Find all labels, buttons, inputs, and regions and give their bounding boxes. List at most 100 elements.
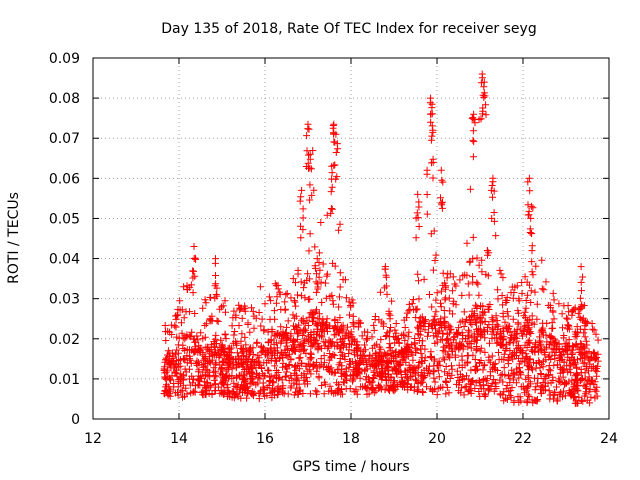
data-point (464, 358, 472, 366)
data-point (455, 387, 463, 395)
data-point (594, 350, 602, 358)
data-point (574, 329, 581, 337)
data-point (461, 383, 469, 391)
data-point (174, 383, 182, 391)
data-point (236, 372, 244, 380)
peak-point (428, 110, 436, 118)
data-point (337, 390, 345, 398)
data-point (219, 302, 227, 310)
data-point (442, 378, 450, 385)
data-point (410, 306, 418, 314)
data-point (382, 377, 390, 384)
data-point (237, 337, 245, 345)
data-point (346, 357, 353, 365)
data-point (474, 313, 482, 321)
data-point (249, 364, 257, 372)
data-point (461, 271, 469, 279)
data-point (279, 389, 287, 397)
data-point (404, 333, 412, 341)
data-point (268, 327, 276, 335)
data-point (210, 364, 218, 372)
data-point (430, 367, 438, 375)
data-point (495, 356, 503, 364)
data-point (573, 363, 581, 371)
data-point (503, 395, 511, 403)
data-point (522, 314, 529, 322)
data-point (314, 345, 322, 353)
data-point (433, 391, 441, 399)
data-point (201, 322, 209, 329)
data-point (252, 357, 260, 365)
data-point (222, 335, 230, 343)
data-point (400, 353, 407, 361)
data-point (388, 351, 396, 359)
data-point (263, 392, 271, 399)
data-point (164, 327, 172, 335)
data-point (509, 371, 517, 379)
data-point (466, 185, 474, 193)
data-point (427, 385, 435, 393)
data-point (201, 333, 209, 341)
data-point (524, 360, 532, 368)
data-point (249, 391, 257, 398)
data-point (473, 254, 481, 262)
data-point (301, 380, 309, 388)
data-point (173, 346, 181, 354)
peak-point (304, 120, 312, 128)
data-point (521, 358, 529, 366)
peak-point (190, 243, 198, 250)
data-point (537, 371, 545, 378)
peak-point (524, 178, 532, 186)
data-point (535, 357, 543, 365)
peak-point (438, 201, 446, 209)
data-point (271, 391, 279, 399)
data-point (257, 322, 265, 330)
data-point (294, 391, 302, 398)
data-point (512, 379, 520, 387)
data-point (522, 297, 530, 304)
data-point (293, 335, 301, 343)
data-point (206, 359, 214, 367)
data-point (328, 388, 336, 396)
data-point (174, 360, 182, 368)
data-point (211, 387, 219, 395)
peak-point (381, 284, 389, 292)
data-point (349, 377, 356, 385)
data-point (372, 355, 380, 363)
data-point (292, 279, 299, 287)
data-point (244, 319, 252, 327)
peak-point (429, 174, 437, 182)
data-point (317, 361, 325, 369)
data-point (302, 362, 310, 370)
data-point (187, 333, 195, 341)
data-point (481, 318, 489, 326)
data-point (233, 349, 241, 357)
data-point (179, 393, 186, 401)
y-tick-label: 0.01 (49, 372, 80, 388)
data-point (544, 301, 552, 309)
data-point (538, 256, 546, 264)
data-point (417, 358, 425, 365)
peak-point (382, 271, 390, 279)
peak-point (297, 234, 305, 242)
data-point (385, 307, 393, 315)
data-point (210, 338, 218, 345)
peak-point (299, 226, 307, 234)
data-point (567, 361, 575, 369)
data-point (178, 386, 186, 394)
data-point (586, 357, 594, 365)
data-point (490, 387, 498, 395)
data-point (531, 288, 539, 296)
data-point (557, 388, 565, 396)
data-point (345, 332, 353, 340)
data-point (524, 291, 532, 299)
data-point (318, 299, 326, 306)
data-point (456, 340, 464, 348)
data-point (476, 347, 484, 355)
data-point (446, 270, 454, 278)
data-point (469, 351, 477, 359)
data-point (289, 275, 297, 283)
data-point (465, 328, 473, 336)
data-point (219, 345, 227, 353)
data-point (396, 367, 404, 375)
